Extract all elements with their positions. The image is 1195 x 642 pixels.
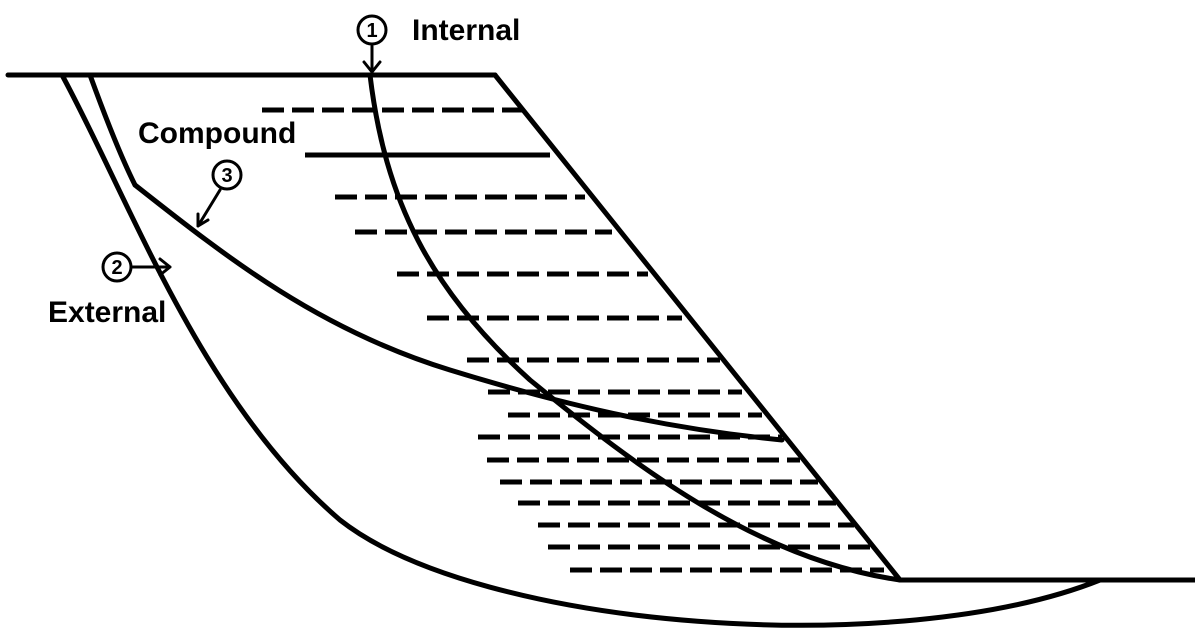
internal-label: Internal: [412, 14, 520, 47]
reinforcement-layers: [262, 107, 884, 573]
marker-circle: [356, 14, 388, 46]
marker-number-3: 3: [221, 165, 232, 187]
marker-circle: [211, 159, 243, 191]
external-label: External: [48, 296, 166, 329]
internal-marker: 1: [356, 14, 388, 74]
compound-marker: 3: [196, 159, 243, 228]
arrow-down-icon: [362, 44, 382, 74]
arrow-right-icon: [129, 257, 172, 277]
arrow-down-left-icon: [196, 188, 222, 228]
compound-label: Compound: [138, 117, 296, 150]
marker-number-2: 2: [111, 257, 122, 279]
compound-failure-surface: [132, 182, 785, 443]
slope-face: [492, 72, 903, 583]
internal-failure-surface: [367, 72, 903, 583]
compound-failure-surface-upper: [87, 72, 138, 188]
external-marker: 2: [101, 251, 172, 283]
marker-number-1: 1: [366, 20, 377, 42]
external-failure-surface: [59, 72, 1103, 628]
